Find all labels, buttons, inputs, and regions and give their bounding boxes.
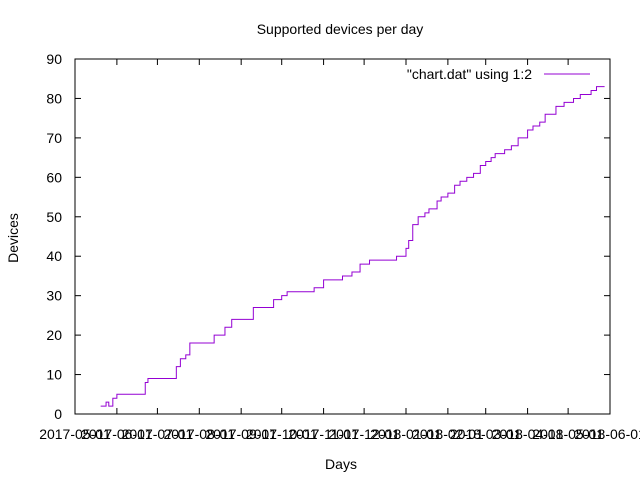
y-tick-label: 20 (46, 327, 62, 343)
x-tick-label: 2017-05-01 (39, 426, 111, 442)
y-tick-label: 60 (46, 169, 62, 185)
x-tick-label: 2018-02-01 (412, 426, 484, 442)
x-tick-label: 2017-06-01 (81, 426, 153, 442)
y-tick-label: 40 (46, 248, 62, 264)
x-tick-label: 2017-09-01 (205, 426, 277, 442)
y-tick-label: 10 (46, 367, 62, 383)
y-tick-label: 50 (46, 209, 62, 225)
x-tick-label: 2017-12-01 (328, 426, 400, 442)
ticks-layer: 01020304050607080902017-05-012017-06-012… (39, 51, 640, 442)
x-tick-label: 2018-01-01 (370, 426, 442, 442)
y-tick-label: 70 (46, 130, 62, 146)
legend-label: "chart.dat" using 1:2 (407, 66, 532, 82)
x-tick-label: 2018-05-01 (532, 426, 604, 442)
legend: "chart.dat" using 1:2 (407, 66, 590, 82)
y-tick-label: 90 (46, 51, 62, 67)
y-tick-label: 80 (46, 90, 62, 106)
x-tick-label: 2018-03-01 (450, 426, 522, 442)
x-tick-label: 2018-04-01 (492, 426, 564, 442)
y-tick-label: 30 (46, 288, 62, 304)
x-tick-label: 2018-06-01 (574, 426, 640, 442)
series-layer (100, 86, 605, 407)
x-tick-label: 2017-10-01 (246, 426, 318, 442)
x-tick-label: 2017-11-01 (288, 426, 359, 442)
x-axis-label: Days (325, 456, 357, 472)
x-tick-label: 2017-08-01 (163, 426, 235, 442)
x-tick-label: 2017-07-01 (122, 426, 194, 442)
series-line (100, 86, 605, 407)
plot-frame (74, 58, 611, 415)
y-tick-label: 0 (54, 406, 62, 422)
chart-title: Supported devices per day (257, 21, 424, 37)
y-axis-label: Devices (5, 213, 21, 263)
